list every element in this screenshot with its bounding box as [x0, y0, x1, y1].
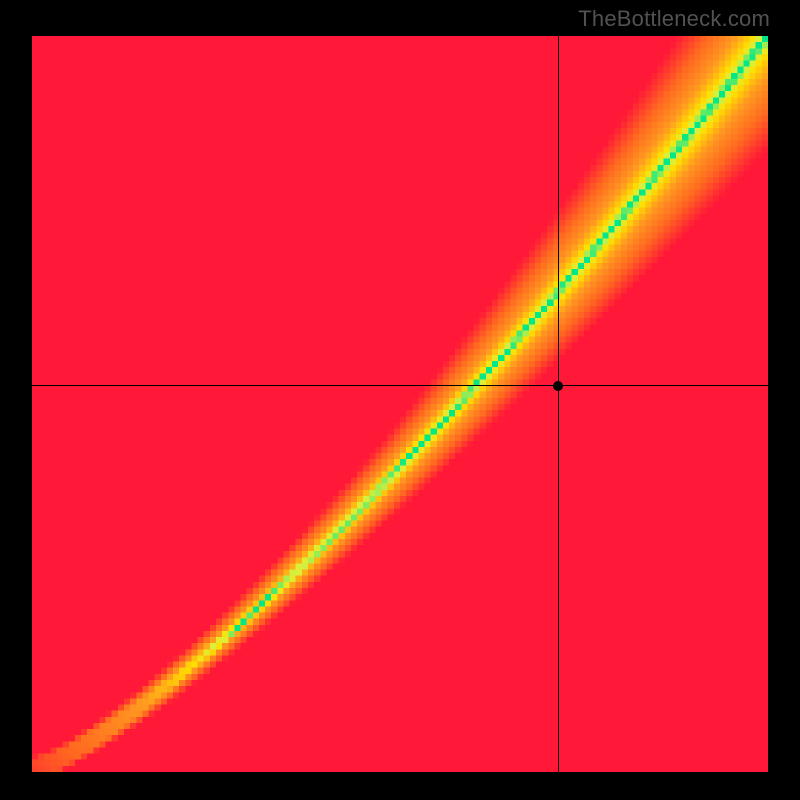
- crosshair-vertical-line: [558, 36, 559, 772]
- plot-area: [32, 36, 768, 772]
- watermark-text: TheBottleneck.com: [578, 6, 770, 32]
- crosshair-marker-dot: [553, 381, 563, 391]
- bottleneck-heatmap-canvas: [32, 36, 768, 772]
- crosshair-horizontal-line: [32, 385, 768, 386]
